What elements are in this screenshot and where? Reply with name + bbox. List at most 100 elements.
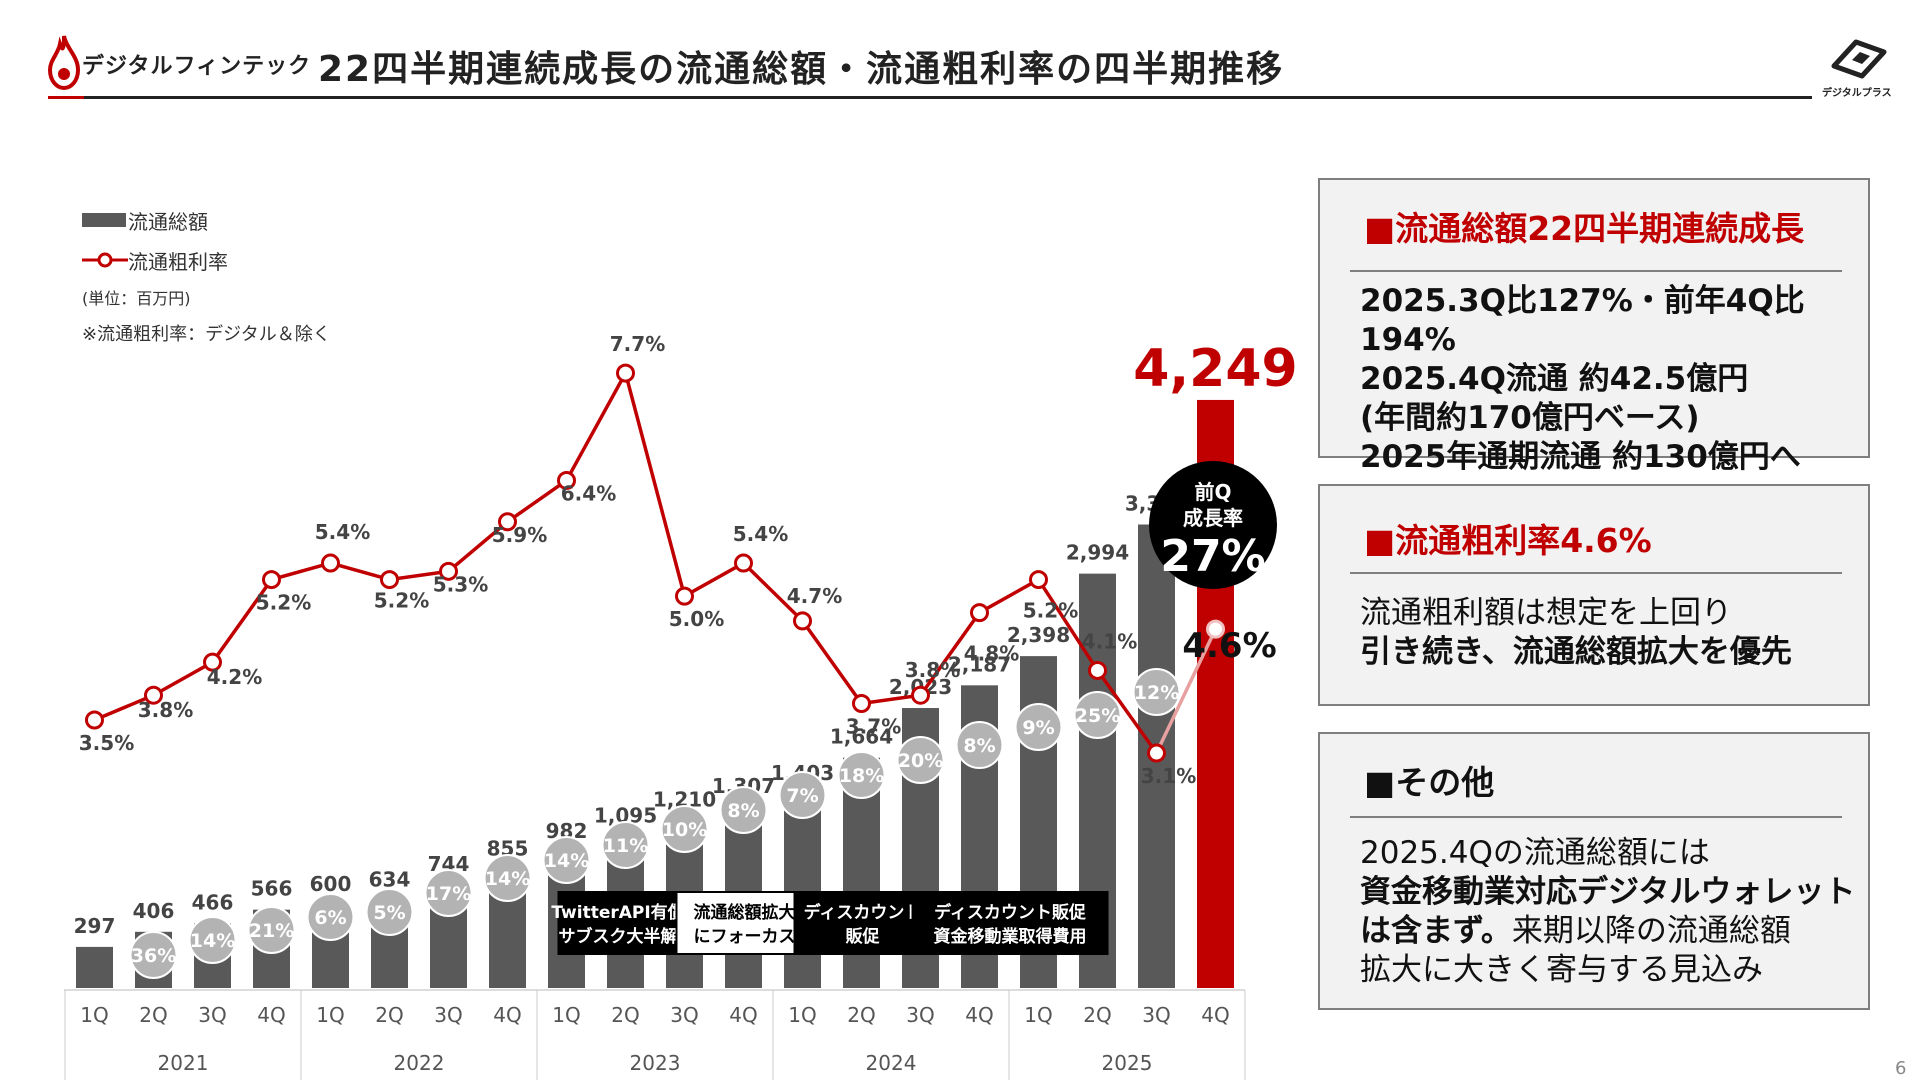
box-line: 2025.4Qの流通総額には: [1360, 835, 1710, 871]
unit-note: (単位：百万円): [82, 289, 191, 308]
page-title: 22四半期連続成長の流通総額・流通粗利率の四半期推移: [318, 49, 1285, 90]
growth-label: 7%: [786, 785, 818, 807]
legend-line-label: 流通粗利率: [128, 249, 228, 274]
x-tick-label: 1Q: [788, 1003, 816, 1027]
x-tick-label: 3Q: [198, 1003, 226, 1027]
x-tick-label: 3Q: [906, 1003, 934, 1027]
year-label: 2021: [158, 1051, 209, 1075]
gmv-bar-label: 566: [251, 877, 293, 901]
x-tick-label: 1Q: [316, 1003, 344, 1027]
box-square: ■: [1364, 521, 1396, 560]
digital-plus-logo-icon: [1831, 39, 1887, 79]
annotation-text: 資金移動業取得費用: [934, 926, 1087, 947]
box-line: 拡大に大きく寄与する見込み: [1360, 952, 1763, 988]
annotation-text: サブスク大半解約: [559, 926, 695, 947]
x-tick-label: 3Q: [670, 1003, 698, 1027]
box-body: 2025.3Q比127%・前年4Q比194% 2025.4Q流通 約42.5億円…: [1360, 282, 1868, 477]
margin-point: [203, 652, 222, 672]
gmv-chart: 2974064665666006347448559821,0951,2101,3…: [64, 332, 1298, 1080]
box-line-bold: は含まず。: [1360, 913, 1512, 949]
margin-label: 5.9%: [492, 523, 547, 547]
annotation-text: 流通総額拡大: [694, 902, 796, 923]
box-line: は含まず。来期以降の流通総額: [1360, 912, 1855, 951]
growth-label: 9%: [1022, 717, 1054, 739]
exclusion-note: ※流通粗利率：デジタル＆除く: [82, 324, 331, 345]
callout-label: 成長率: [1183, 506, 1243, 530]
box-rule: [1350, 270, 1842, 272]
x-tick-label: 1Q: [80, 1003, 108, 1027]
x-tick-label: 2Q: [847, 1003, 875, 1027]
margin-label: 5.2%: [256, 591, 311, 615]
growth-circle: [896, 736, 945, 784]
growth-label: 5%: [373, 902, 405, 924]
box-rule: [1350, 572, 1842, 574]
margin-point: [852, 693, 871, 713]
gmv-bar-label: 634: [369, 867, 411, 891]
box-title: ■流通総額22四半期連続成長: [1364, 202, 1804, 250]
header-accent: [48, 96, 84, 99]
annotation-text: 販促: [846, 926, 880, 947]
callout-value: 27%: [1160, 531, 1265, 582]
growth-circle: [483, 854, 532, 902]
growth-label: 12%: [1134, 682, 1179, 704]
x-tick-label: 3Q: [1142, 1003, 1170, 1027]
box-square: ■: [1364, 763, 1396, 802]
box-line: 2025年通期流通 約130億円へ: [1360, 439, 1801, 475]
box-line: 引き続き、流通総額拡大を優先: [1360, 634, 1792, 670]
legend-bar-label: 流通総額: [128, 209, 208, 234]
margin-label: 5.3%: [433, 572, 488, 596]
box-title-text: 流通粗利率4.6%: [1395, 521, 1652, 560]
gmv-bar-label: 1,664: [830, 725, 893, 749]
brand-name: デジタルフィンテック: [82, 54, 312, 79]
x-tick-label: 4Q: [493, 1003, 521, 1027]
annotation-box: [793, 891, 932, 955]
margin-label: 3.5%: [79, 731, 134, 755]
year-label: 2025: [1102, 1051, 1153, 1075]
growth-circle: [1014, 703, 1063, 751]
x-tick-label: 2Q: [139, 1003, 167, 1027]
gmv-bar-label: 2,398: [1007, 623, 1070, 647]
margin-label: 3.7%: [846, 714, 901, 738]
growth-label: 36%: [131, 945, 176, 967]
box-line: 2025.4Q流通 約42.5億円: [1360, 361, 1749, 397]
growth-label: 20%: [898, 750, 943, 772]
margin-label: 5.0%: [669, 607, 724, 631]
growth-circle: [778, 771, 827, 819]
growth-label: 10%: [662, 819, 707, 841]
year-label: 2022: [394, 1051, 445, 1075]
x-tick-label: 3Q: [434, 1003, 462, 1027]
margin-label: 4.1%: [1082, 629, 1137, 653]
gmv-bar-label: 2,187: [948, 652, 1011, 676]
margin-point: [1088, 660, 1107, 680]
growth-circle: [247, 906, 296, 954]
growth-circle: [837, 751, 886, 799]
x-tick-label: 4Q: [965, 1003, 993, 1027]
box-square: ■: [1364, 209, 1396, 248]
margin-label: 3.8%: [905, 658, 960, 682]
margin-label: 5.2%: [1023, 599, 1078, 623]
flame-logo-icon: [47, 35, 81, 90]
legend-item-bar: 流通総額: [82, 200, 228, 240]
box-line: (年間約170億円ベース): [1360, 400, 1700, 436]
box-line: 2025.3Q比127%・前年4Q比194%: [1360, 283, 1805, 358]
gmv-bar-label: 2,994: [1066, 541, 1129, 565]
growth-circle: [719, 786, 768, 834]
growth-label: 18%: [839, 765, 884, 787]
growth-circle: [306, 893, 355, 941]
margin-point: [970, 603, 989, 623]
margin-point: [321, 553, 340, 573]
x-tick-label: 2Q: [611, 1003, 639, 1027]
margin-label: 4.7%: [787, 584, 842, 608]
margin-label-highlight: 4.6%: [1182, 626, 1276, 666]
margin-point: [380, 570, 399, 590]
margin-point: [557, 470, 576, 490]
growth-label: 14%: [544, 850, 589, 872]
legend-item-line: 流通粗利率: [82, 240, 228, 280]
growth-circle: [1132, 668, 1181, 716]
growth-circle: [1073, 691, 1122, 739]
growth-circle: [424, 869, 473, 917]
summary-box-margin: ■流通粗利率4.6% 流通粗利額は想定を上回り 引き続き、流通総額拡大を優先: [1318, 484, 1870, 706]
annotation-box: [675, 891, 814, 955]
margin-label: 6.4%: [561, 481, 616, 505]
legend-line-swatch: [82, 252, 128, 268]
